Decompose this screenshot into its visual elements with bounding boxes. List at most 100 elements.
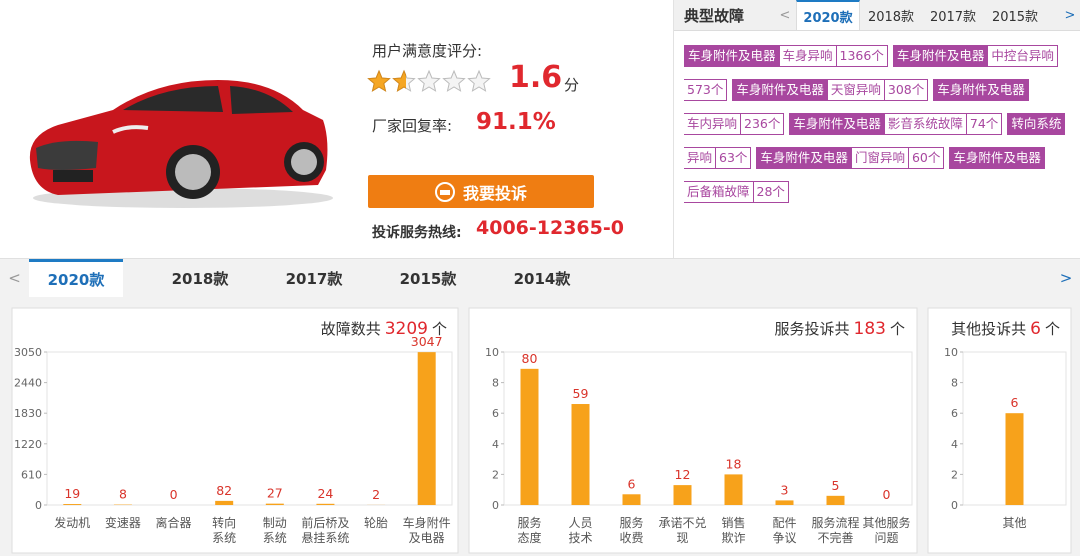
title-unit: 个 (1045, 320, 1060, 338)
label-line: 悬挂系统 (301, 531, 349, 545)
label-line: 服务 (517, 515, 541, 530)
bar (215, 500, 234, 505)
value-label: 0 (170, 487, 178, 502)
reply-rate: 91.1% (476, 109, 556, 135)
model-tab[interactable]: 2017款 (285, 269, 343, 288)
chart-panel (11, 307, 459, 554)
chart-panel (927, 307, 1072, 554)
bar (417, 352, 436, 505)
x-tick-label: 制动系统 (263, 516, 287, 545)
x-tick-label: 变速器 (105, 515, 141, 530)
value-label: 24 (317, 486, 333, 501)
label-line: 收费 (619, 531, 643, 545)
fault-count: 573个 (684, 79, 728, 101)
chart-panel (468, 307, 918, 554)
value-label: 6 (628, 476, 636, 491)
x-tick-label: 其他服务问题 (862, 515, 910, 545)
fault-tab[interactable]: 2018款 (867, 9, 915, 25)
x-tick-label: 服务流程不完善 (811, 515, 859, 545)
label-line: 前后桥及 (301, 515, 349, 530)
charts: 故障数共 3209 个06101220183024403050发动机19变速器8离合… (0, 297, 1080, 556)
value-label: 0 (883, 487, 891, 502)
x-tick-label: 离合器 (156, 515, 192, 530)
plot-frame (46, 351, 453, 506)
hotline-label: 投诉服务热线: (372, 225, 462, 241)
y-tick-label: 4 (951, 438, 958, 451)
model-tab[interactable]: 2015款 (399, 269, 457, 288)
label-line: 配件 (772, 516, 796, 530)
value-label: 18 (726, 456, 742, 471)
label-line: 系统 (212, 531, 236, 545)
star-outline (442, 69, 466, 92)
value-label: 2 (372, 487, 380, 502)
fault-tab[interactable]: 2015款 (991, 9, 1039, 25)
title-unit: 个 (432, 320, 447, 338)
label-line: 态度 (517, 530, 541, 545)
fault-issue: 车身异响 (779, 45, 837, 67)
fault-category: 转向系统 (1007, 113, 1066, 135)
title-unit: 个 (890, 320, 905, 338)
fault-tab[interactable]: 2020款 (796, 0, 860, 30)
y-tick-label: 1220 (14, 438, 42, 451)
fault-tags: 车身附件及电器 车身异响 1366个 车身附件及电器 中控台异响 573个 车身附件及电器天… (674, 31, 1080, 203)
label-line: 欺诈 (721, 531, 745, 545)
value-label: 27 (267, 486, 283, 501)
next-arrow[interactable]: > (1064, 7, 1076, 23)
label-line: 不完善 (817, 530, 853, 545)
bar (826, 495, 845, 505)
complaint-button[interactable]: 我要投诉 (368, 175, 594, 208)
y-tick-label: 10 (944, 346, 958, 359)
label-line: 争议 (772, 531, 796, 545)
fault-issue: 天窗异响 (827, 79, 885, 101)
bar (63, 504, 82, 505)
title-total: 6 (1030, 319, 1041, 339)
bar (571, 404, 590, 505)
value-label: 82 (216, 483, 232, 498)
faults-panel: 典型故障 < 2020款 2018款 2017款 2015款 > 车身附件及电器 车身异… (673, 0, 1080, 258)
model-tab[interactable]: 2014款 (513, 269, 571, 288)
x-tick-label: 发动机 (54, 515, 90, 530)
fault-issue: 影音系统故障 (884, 113, 967, 135)
faults-title: 典型故障 (684, 6, 745, 25)
next-arrow[interactable]: > (1059, 269, 1073, 287)
x-tick-label: 销售欺诈 (721, 515, 745, 545)
model-tab[interactable]: 2018款 (171, 269, 229, 288)
fault-category: 车身附件及电器 (684, 45, 780, 67)
y-tick-label: 8 (951, 377, 958, 390)
label-line: 系统 (263, 531, 287, 545)
bar (1005, 413, 1024, 505)
y-tick-label: 10 (485, 346, 499, 359)
prev-arrow[interactable]: < (8, 269, 21, 287)
y-tick-label: 6 (492, 407, 499, 420)
prev-arrow[interactable]: < (779, 7, 791, 23)
bar (622, 494, 641, 505)
fault-tab[interactable]: 2017款 (929, 9, 977, 25)
value-label: 3 (781, 482, 789, 497)
label-line: 现 (676, 531, 688, 545)
y-tick-label: 6 (951, 407, 958, 420)
x-tick-label: 转向系统 (212, 515, 236, 545)
value-label: 59 (573, 386, 589, 401)
fault-category: 车身附件及电器 (732, 79, 828, 101)
star-fill (392, 69, 406, 92)
faults-header: 典型故障 < 2020款 2018款 2017款 2015款 > (674, 0, 1080, 31)
bar (775, 500, 794, 505)
model-tab-list: 2020款 2018款 2017款 2015款 2014款 (29, 259, 1052, 297)
rating-score: 1.6 (509, 60, 563, 95)
y-tick-label: 3050 (14, 346, 42, 359)
button-text[interactable]: 我要投诉 (462, 183, 527, 203)
value-label: 12 (675, 467, 691, 482)
x-tick-label: 前后桥及悬挂系统 (301, 515, 349, 545)
star-fill (367, 69, 391, 92)
fault-issue: 后备箱故障 (684, 181, 754, 203)
y-tick-label: 4 (492, 438, 499, 451)
label-line: 及电器 (409, 531, 445, 545)
value-label: 5 (832, 478, 840, 493)
fault-category: 车身附件及电器 (949, 147, 1045, 169)
model-tab[interactable]: 2020款 (29, 259, 123, 297)
title-total: 3209 (385, 319, 428, 339)
fault-category: 车身附件及电器 (756, 147, 852, 169)
bar (724, 474, 743, 505)
faults-tabs: 2020款 2018款 2017款 2015款 (796, 0, 1046, 30)
